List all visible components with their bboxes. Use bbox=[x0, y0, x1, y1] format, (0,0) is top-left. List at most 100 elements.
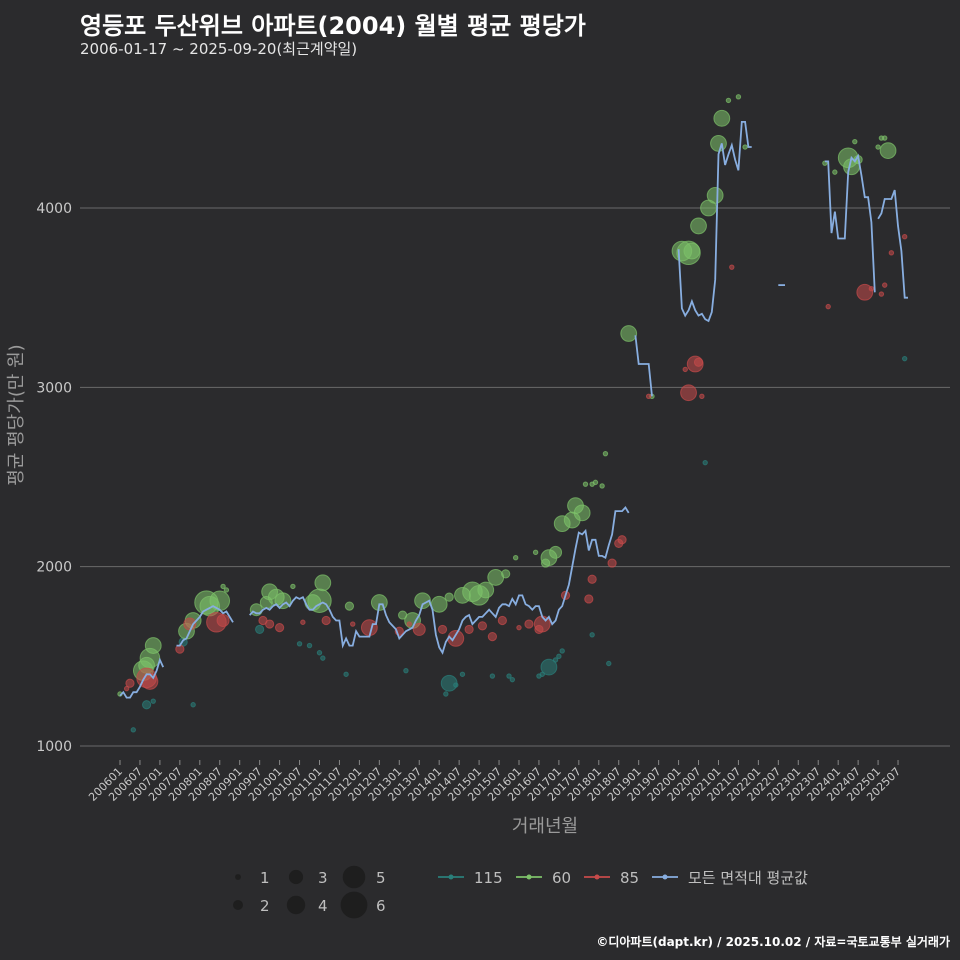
legend: 1 2 3 4 5 6 115 60 85 모든 면적대 평균값 bbox=[232, 865, 808, 919]
point-115-2015-11-18 bbox=[509, 676, 516, 683]
point-60-2008-07-9 bbox=[209, 590, 231, 612]
legend-60-label: 60 bbox=[552, 869, 571, 887]
point-60-2021-02-57 bbox=[713, 109, 731, 127]
point-115-2006-11-2 bbox=[150, 698, 156, 704]
point-115-2015-05-16 bbox=[489, 673, 496, 679]
average-line-segment-4 bbox=[677, 121, 752, 323]
point-60-2010-02-16 bbox=[274, 592, 292, 610]
point-85-2016-04-25 bbox=[524, 619, 534, 629]
point-85-2018-05-31 bbox=[607, 558, 617, 568]
point-60-2020-05-52 bbox=[683, 242, 701, 260]
series-85-points bbox=[123, 233, 908, 692]
point-115-2017-01-23 bbox=[556, 653, 562, 660]
legend-size-5-label: 5 bbox=[376, 869, 386, 887]
y-tick-1000: 1000 bbox=[36, 739, 72, 755]
point-60-2017-09-43 bbox=[582, 481, 589, 487]
point-60-2017-12-45 bbox=[592, 479, 599, 486]
point-60-2018-02-46 bbox=[599, 483, 605, 489]
legend-60-dot bbox=[526, 874, 532, 880]
y-tick-4000: 4000 bbox=[36, 201, 72, 217]
point-85-2024-09-42 bbox=[856, 283, 874, 301]
point-85-2008-08-7 bbox=[216, 613, 230, 627]
legend-size-3-marker bbox=[288, 869, 304, 885]
point-85-2013-07-17 bbox=[412, 622, 426, 636]
point-60-2018-03-47 bbox=[602, 450, 609, 457]
point-60-2025-01-67 bbox=[875, 144, 881, 150]
y-tick-2000: 2000 bbox=[36, 560, 72, 576]
point-115-2011-09-10 bbox=[343, 671, 349, 677]
legend-size-4-marker bbox=[286, 895, 306, 915]
average-line-segment-2 bbox=[249, 506, 630, 655]
point-85-2016-01-24 bbox=[516, 624, 522, 631]
legend-avg-label: 모든 면적대 평균값 bbox=[688, 869, 808, 887]
point-85-2012-04-14 bbox=[360, 619, 378, 637]
point-60-2015-06-32 bbox=[487, 569, 505, 586]
point-60-2006-11-4 bbox=[144, 637, 162, 654]
point-60-2017-08-42 bbox=[573, 504, 591, 522]
y-tick-3000: 3000 bbox=[36, 380, 72, 396]
average-line-segment-7 bbox=[877, 189, 908, 299]
x-axis-label: 거래년월 bbox=[512, 816, 578, 837]
legend-85-dot bbox=[594, 874, 600, 880]
point-115-2025-09-28 bbox=[901, 355, 908, 362]
point-60-2016-06-35 bbox=[532, 549, 539, 556]
point-60-2021-01-56 bbox=[710, 135, 727, 152]
point-85-2014-02-18 bbox=[437, 624, 448, 635]
point-115-2020-09-27 bbox=[702, 459, 708, 466]
point-60-2013-08-25 bbox=[414, 592, 431, 610]
point-85-2013-04-16 bbox=[406, 621, 412, 627]
point-115-2014-03-12 bbox=[443, 691, 449, 697]
point-60-2011-02-20 bbox=[314, 574, 332, 592]
point-85-2024-11-43 bbox=[868, 286, 875, 292]
legend-115-dot bbox=[448, 874, 454, 880]
average-line-segment-1 bbox=[176, 605, 234, 647]
point-115-2017-11-25 bbox=[589, 632, 595, 638]
legend-85-label: 85 bbox=[620, 869, 639, 887]
y-axis-ticks: 1000 2000 3000 4000 bbox=[36, 201, 72, 755]
point-60-2021-07-59 bbox=[735, 94, 742, 100]
point-60-2025-04-70 bbox=[879, 142, 897, 160]
point-85-2025-05-46 bbox=[888, 250, 895, 256]
point-85-2011-11-13 bbox=[350, 621, 356, 627]
point-85-2010-01-10 bbox=[274, 623, 285, 633]
point-85-2020-03-35 bbox=[682, 366, 688, 373]
point-85-2025-02-44 bbox=[878, 291, 885, 297]
point-115-2016-12-22 bbox=[552, 657, 559, 663]
point-60-2010-05-17 bbox=[290, 583, 296, 590]
legend-size-3-label: 3 bbox=[318, 869, 328, 887]
point-115-2010-10-7 bbox=[306, 642, 313, 649]
point-85-2006-04-1 bbox=[125, 678, 135, 688]
point-60-2015-03-31 bbox=[477, 581, 495, 599]
point-85-2020-04-36 bbox=[680, 384, 697, 402]
point-85-2019-04-34 bbox=[645, 393, 652, 399]
point-60-2014-01-26 bbox=[430, 595, 448, 613]
point-60-2025-03-69 bbox=[882, 135, 888, 141]
gridlines bbox=[80, 207, 950, 747]
series-115-points bbox=[130, 355, 908, 733]
legend-size-1-marker bbox=[235, 874, 241, 880]
point-60-2008-08-10 bbox=[220, 583, 226, 590]
point-85-2010-08-11 bbox=[300, 619, 306, 625]
legend-size-6-label: 6 bbox=[376, 897, 386, 915]
point-115-2010-07-6 bbox=[296, 641, 303, 647]
point-85-2006-10-3 bbox=[141, 673, 159, 690]
legend-size-6-marker bbox=[340, 891, 368, 919]
average-line-segment-3 bbox=[634, 335, 653, 397]
point-60-2015-09-33 bbox=[501, 569, 511, 579]
point-85-2025-03-45 bbox=[882, 282, 888, 288]
chart-subtitle: 2006-01-17 ~ 2025-09-20(최근계약일) bbox=[80, 40, 358, 58]
legend-size-2-marker bbox=[232, 899, 244, 911]
legend-size-5-marker bbox=[342, 865, 366, 889]
point-85-2017-11-30 bbox=[587, 574, 597, 584]
point-85-2018-08-33 bbox=[617, 535, 627, 545]
point-60-2021-09-60 bbox=[742, 144, 748, 150]
point-85-2006-03-0 bbox=[123, 685, 130, 692]
x-axis-ticks: 2006012006072007012007072008012008072009… bbox=[86, 760, 903, 804]
point-85-2020-08-39 bbox=[699, 393, 705, 399]
point-85-2021-05-40 bbox=[729, 264, 735, 270]
point-115-2006-05-0 bbox=[130, 727, 136, 733]
legend-avg-dot bbox=[662, 874, 668, 880]
point-60-2016-12-38 bbox=[549, 545, 563, 559]
point-115-2016-10-21 bbox=[540, 658, 558, 676]
